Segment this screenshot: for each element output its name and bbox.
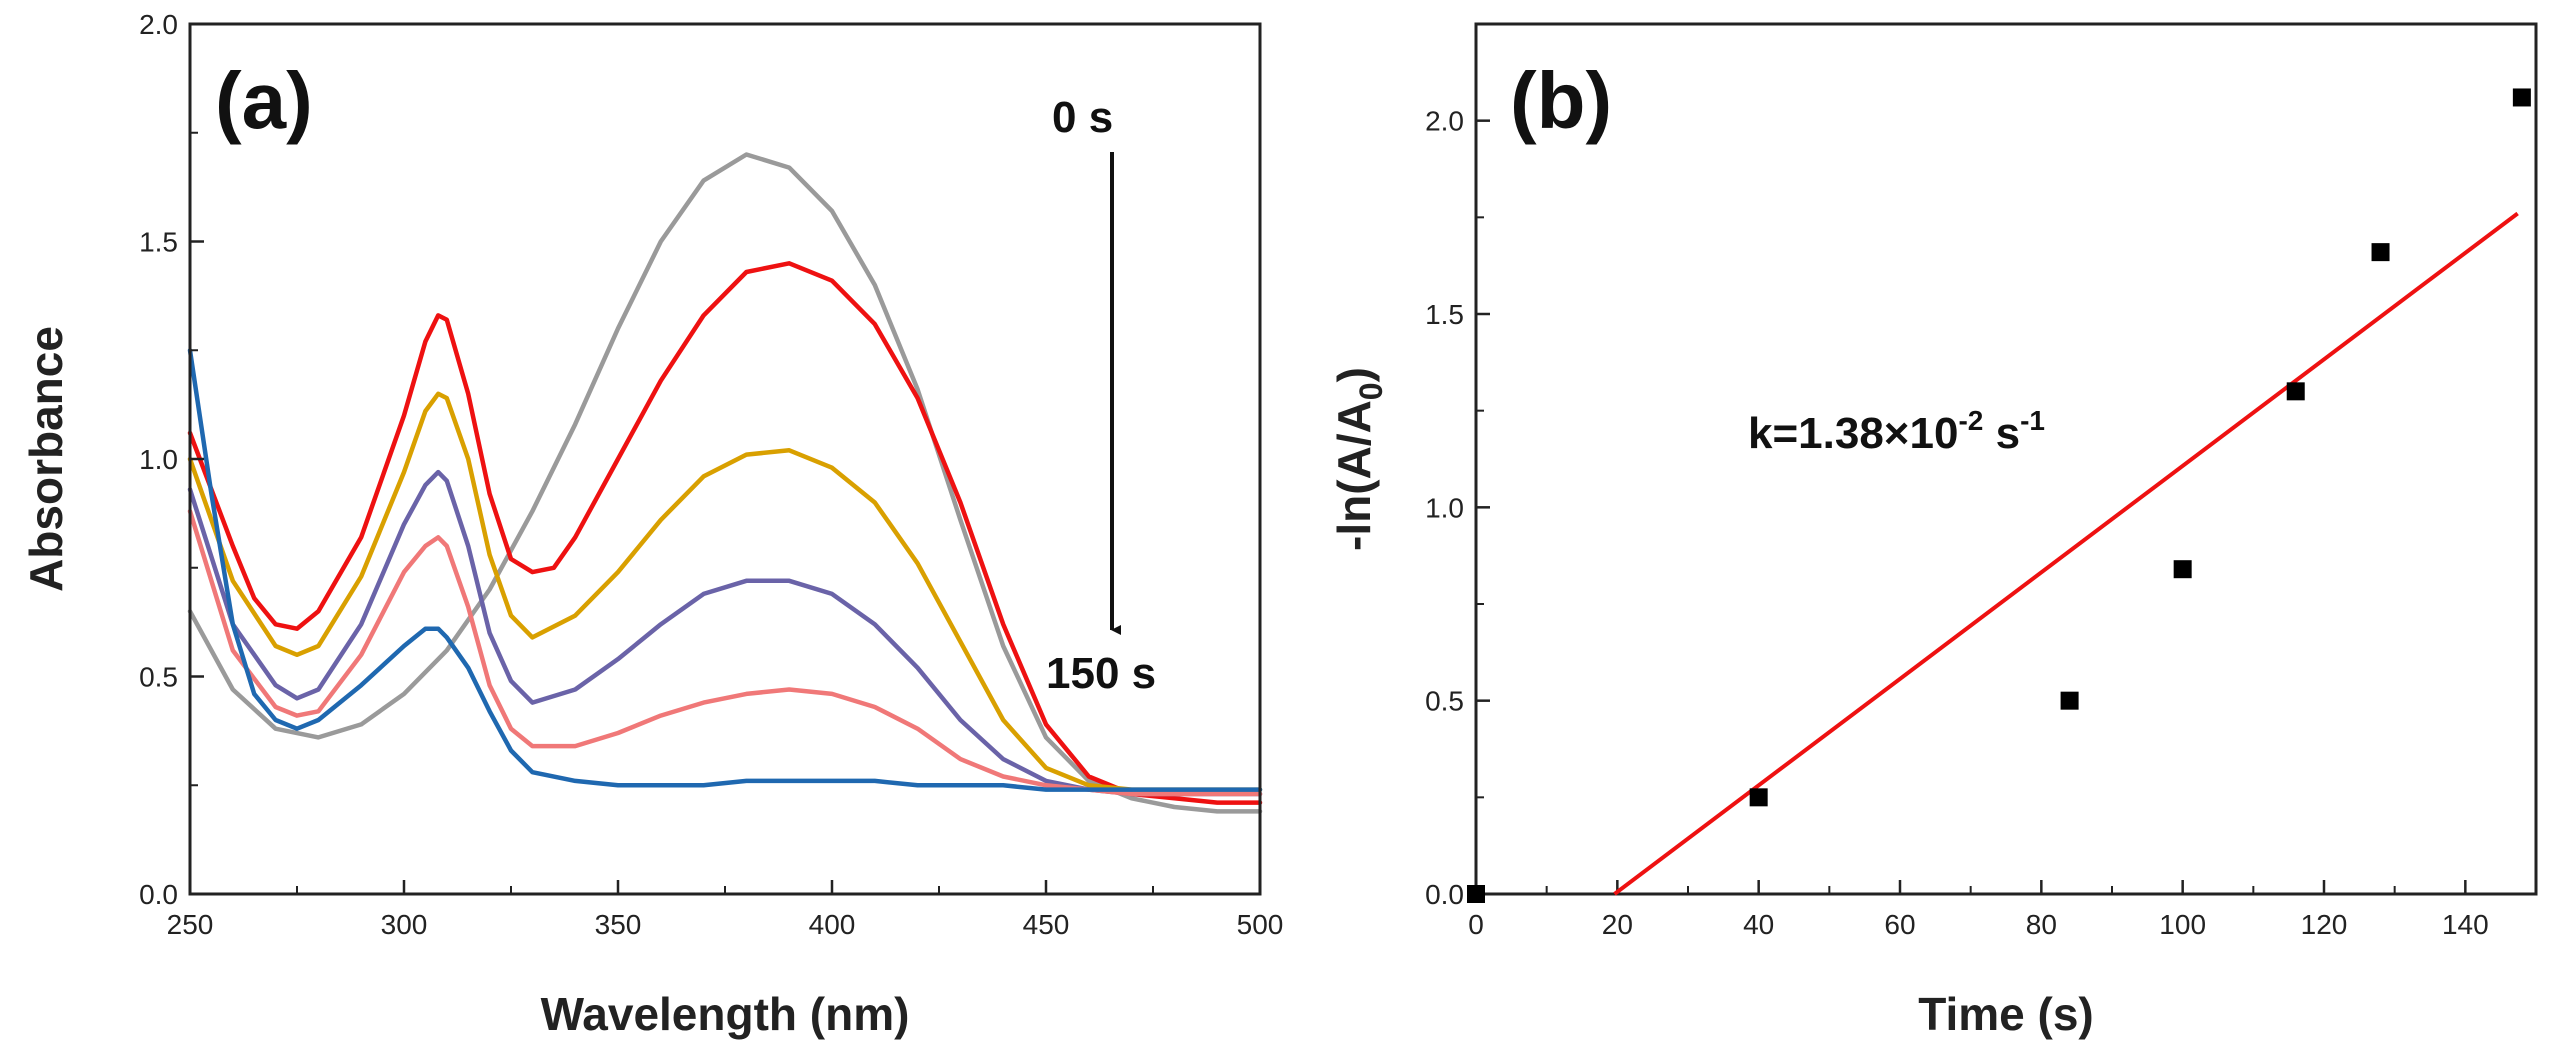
panel-b-x-tick-label: 60 — [1884, 909, 1915, 940]
spectrum-line-150s — [187, 348, 1263, 792]
panel-b-x-tick-label: 80 — [2026, 909, 2057, 940]
data-point — [1749, 788, 1768, 807]
rate-constant-unit-exponent: -1 — [2020, 405, 2045, 436]
rate-constant-exponent: -2 — [1958, 405, 1983, 436]
rate-constant-label: k=1.38×10-2 s-1 — [1748, 405, 2045, 458]
panel-a-label: (a) — [215, 56, 313, 145]
panel-b-y-tick-label: 1.0 — [1425, 492, 1464, 523]
spectrum-line-30s — [187, 261, 1263, 805]
panel-b-x-tick-label: 20 — [1602, 909, 1633, 940]
panel-a-x-tick-label: 400 — [809, 909, 856, 940]
time-start-label: 0 s — [1052, 93, 1113, 142]
panel-b-ticks: 0 20 40 60 80 100 120 140 0.0 0.5 1.0 1.5 2.0 — [1425, 23, 2489, 940]
data-point — [2371, 243, 2390, 262]
panel-b-y-axis-title: -ln(A/A0) — [1328, 367, 1389, 551]
panel-a-x-axis-title: Wavelength (nm) — [541, 988, 910, 1040]
panel-b-y-tick-label: 0.0 — [1425, 879, 1464, 910]
data-point — [2173, 560, 2192, 579]
panel-b-plot-frame — [1474, 22, 2538, 896]
spectrum-line-90s — [187, 469, 1263, 797]
panel-b-marks — [1467, 88, 2531, 903]
panel-b-y-tick-label: 0.5 — [1425, 686, 1464, 717]
panel-a-x-tick-label: 500 — [1237, 909, 1284, 940]
panel-a-series-group — [187, 152, 1263, 814]
panel-a-plot-frame — [188, 22, 1262, 896]
spectrum-line-120s — [187, 508, 1263, 797]
panel-a-x-tick-label: 450 — [1023, 909, 1070, 940]
panel-b-x-tick-label: 0 — [1468, 909, 1484, 940]
spectrum-line-0s — [187, 152, 1263, 814]
rate-constant-unit: s — [1983, 409, 2020, 458]
panel-b-x-tick-label: 40 — [1743, 909, 1774, 940]
time-end-label: 150 s — [1046, 649, 1156, 698]
panel-b-y-tick-label: 2.0 — [1425, 106, 1464, 137]
panel-a-x-tick-label: 250 — [167, 909, 214, 940]
panel-a-y-tick-label: 2.0 — [139, 9, 178, 40]
data-point — [1467, 885, 1485, 903]
panel-a-y-tick-label: 1.0 — [139, 444, 178, 475]
panel-b-x-tick-label: 140 — [2442, 909, 2489, 940]
panel-a-ticks: 250 300 350 400 450 500 0.0 0.5 1.0 1.5 2.0 — [139, 9, 1283, 940]
panel-a-x-tick-label: 350 — [595, 909, 642, 940]
panel-b-x-axis-title: Time (s) — [1918, 988, 2094, 1040]
data-point — [2286, 382, 2305, 401]
panel-b-x-tick-label: 100 — [2159, 909, 2206, 940]
data-point — [2512, 88, 2531, 107]
panel-b-kinetics-chart: 0 20 40 60 80 100 120 140 0.0 0.5 1.0 1.5 2.0 (b) k=… — [1328, 22, 2538, 1040]
panel-b-y-axis-title-sub: 0 — [1353, 382, 1389, 400]
panel-a-y-tick-label: 0.5 — [139, 662, 178, 693]
panel-a-y-tick-label: 1.5 — [139, 227, 178, 258]
panel-a-y-tick-label: 0.0 — [139, 879, 178, 910]
panel-b-label: (b) — [1510, 56, 1612, 145]
data-point — [2060, 691, 2079, 710]
panel-a-x-tick-label: 300 — [381, 909, 428, 940]
panel-b-y-axis-title-close: ) — [1328, 367, 1380, 382]
panel-a-y-axis-title: Absorbance — [20, 326, 72, 592]
fit-line — [1613, 211, 2519, 896]
panel-b-y-tick-label: 1.5 — [1425, 299, 1464, 330]
panel-b-x-tick-label: 120 — [2301, 909, 2348, 940]
panel-a-absorbance-chart: 250 300 350 400 450 500 0.0 0.5 1.0 1.5 2.0 (a) 0 … — [20, 9, 1283, 1040]
rate-constant-main: k=1.38×10 — [1748, 409, 1958, 458]
spectrum-line-60s — [187, 391, 1263, 792]
panel-b-y-axis-title-main: -ln(A/A — [1328, 400, 1380, 551]
